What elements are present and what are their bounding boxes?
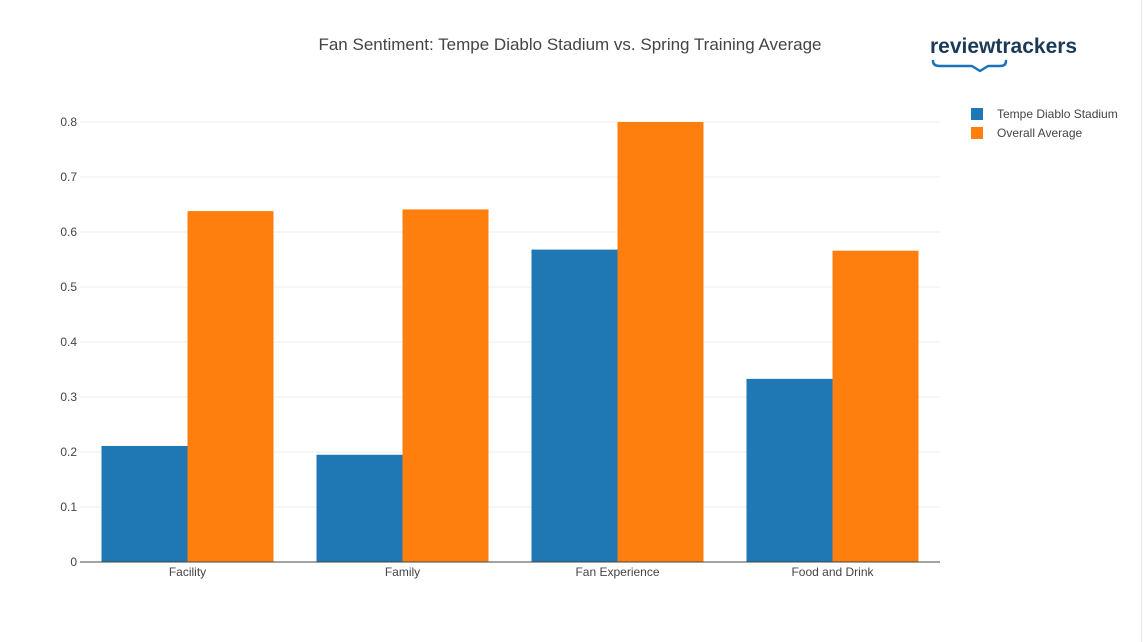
bar-fan-experience-series-1 (617, 122, 704, 562)
legend-item[interactable]: Tempe Diablo Stadium (971, 107, 1118, 121)
y-tick-label: 0.8 (60, 115, 77, 129)
bar-family-series-0 (316, 454, 403, 562)
x-tick-label: Fan Experience (575, 565, 659, 579)
x-tick-label: Food and Drink (791, 565, 874, 579)
legend-swatch (971, 108, 983, 120)
bar-fan-experience-series-0 (531, 249, 618, 562)
x-tick-label: Facility (169, 565, 206, 579)
bar-food-and-drink-series-0 (746, 378, 833, 562)
legend-label: Tempe Diablo Stadium (997, 107, 1118, 121)
logo-text: reviewtrackers (930, 35, 1077, 58)
y-tick-label: 0.4 (60, 335, 77, 349)
legend-label: Overall Average (997, 126, 1082, 140)
y-tick-label: 0.5 (60, 280, 77, 294)
bar-facility-series-1 (187, 211, 274, 562)
logo-swoosh-icon (931, 59, 1008, 73)
y-tick-label: 0.2 (60, 445, 77, 459)
bar-family-series-1 (402, 209, 489, 562)
legend-item[interactable]: Overall Average (971, 126, 1082, 140)
y-tick-label: 0 (70, 555, 77, 569)
chart-title: Fan Sentiment: Tempe Diablo Stadium vs. … (318, 35, 821, 54)
legend-swatch (971, 127, 983, 139)
x-axis-ticks: Facility Family Fan Experience Food and Dri… (169, 565, 875, 579)
y-axis-ticks: 0 0.1 0.2 0.3 0.4 0.5 0.6 0.7 0.8 (60, 115, 77, 569)
y-tick-label: 0.1 (60, 500, 77, 514)
bar-facility-series-0 (101, 445, 188, 562)
right-edge-divider (1141, 0, 1142, 642)
bars (101, 122, 919, 562)
y-tick-label: 0.7 (60, 170, 77, 184)
x-tick-label: Family (385, 565, 420, 579)
legend: Tempe Diablo Stadium Overall Average (971, 107, 1118, 140)
y-tick-label: 0.3 (60, 390, 77, 404)
bar-food-and-drink-series-1 (832, 250, 919, 562)
reviewtrackers-logo: reviewtrackers (930, 35, 1077, 73)
y-tick-label: 0.6 (60, 225, 77, 239)
